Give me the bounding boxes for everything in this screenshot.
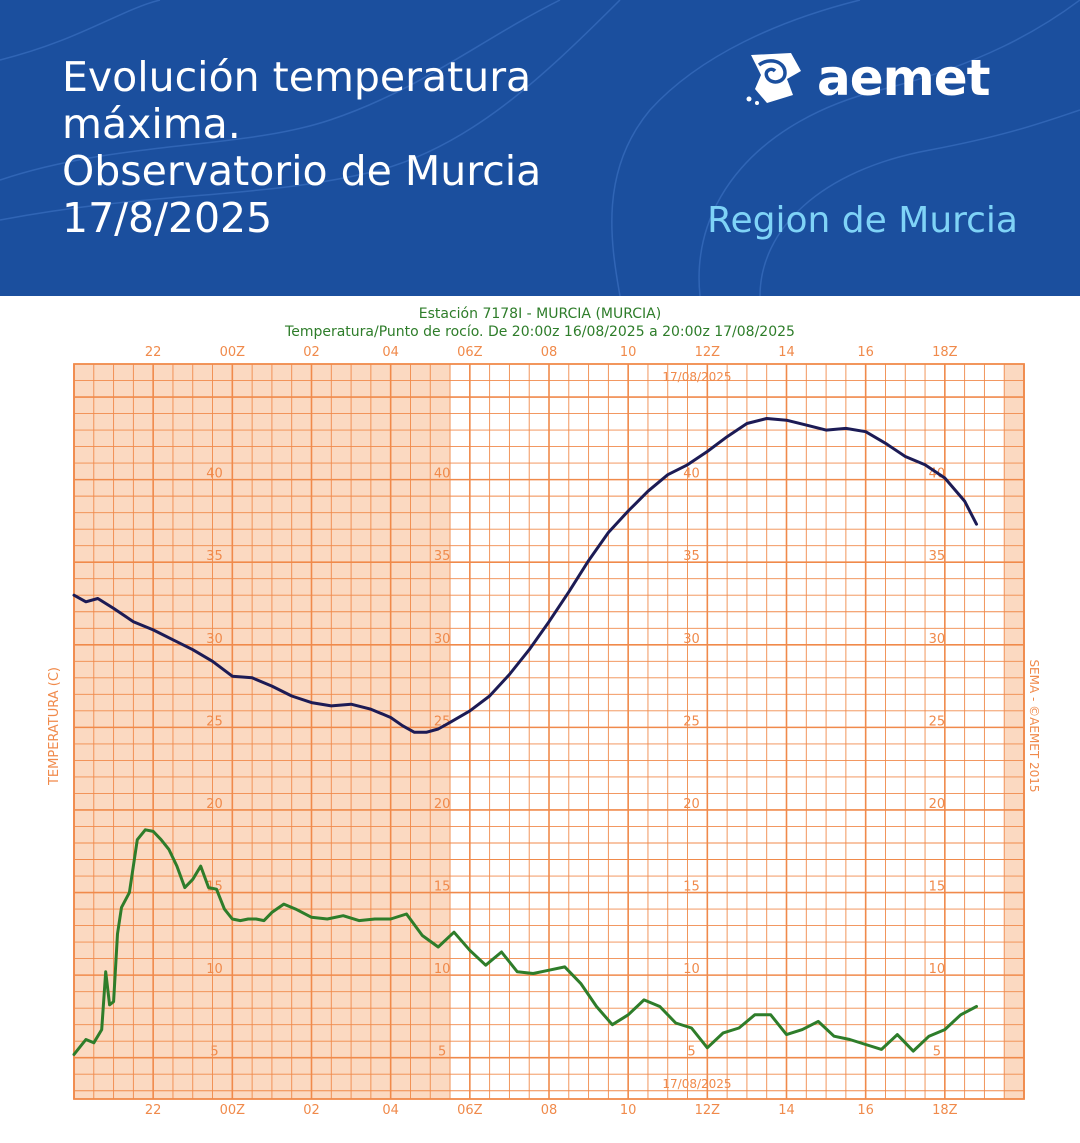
logo-text: aemet (817, 49, 991, 107)
x-tick-label-bottom: 10 (620, 1103, 637, 1118)
y-tick-label: 5 (933, 1045, 941, 1060)
y-tick-label: 15 (929, 880, 946, 895)
y-tick-label: 25 (929, 714, 946, 729)
x-tick-label-bottom: 18Z (932, 1103, 958, 1118)
dewpoint-series-line (72, 828, 978, 1056)
x-tick-label-bottom: 02 (303, 1103, 320, 1118)
x-tick-label-top: 00Z (220, 345, 246, 360)
x-tick-label-top: 10 (620, 345, 637, 360)
x-tick-label-top: 14 (778, 345, 795, 360)
x-tick-label-top: 18Z (932, 345, 958, 360)
y-tick-label: 25 (206, 714, 223, 729)
x-tick-label-bottom: 16 (857, 1103, 874, 1118)
y-tick-label: 15 (683, 880, 700, 895)
x-tick-label-top: 08 (541, 345, 558, 360)
x-tick-label-bottom: 12Z (695, 1103, 721, 1118)
y-tick-label: 30 (929, 632, 946, 647)
title-line-2: máxima. (62, 100, 241, 148)
y-tick-label: 30 (206, 632, 223, 647)
x-tick-label-bottom: 22 (145, 1103, 162, 1118)
chart-title: Estación 7178I - MURCIA (MURCIA) (419, 306, 661, 322)
y-tick-label: 35 (683, 549, 700, 564)
y-tick-label: 20 (929, 797, 946, 812)
x-tick-label-top: 06Z (457, 345, 483, 360)
x-tick-label-top: 22 (145, 345, 162, 360)
y-tick-label: 5 (210, 1045, 218, 1060)
x-tick-label-bottom: 08 (541, 1103, 558, 1118)
axis-tick-labels: 22 22 00Z 00Z 02 02 04 04 06Z 06Z 08 08 10 10 12Z 12Z 14… (145, 345, 958, 1118)
y-tick-label: 30 (434, 632, 451, 647)
y-tick-label: 35 (929, 549, 946, 564)
y-tick-label: 20 (434, 797, 451, 812)
y-tick-label: 40 (206, 467, 223, 482)
night-shade-region (1004, 364, 1024, 1099)
x-tick-label-top: 02 (303, 345, 320, 360)
header-banner: Evolución temperatura máxima. Observator… (0, 0, 1080, 296)
x-tick-label-bottom: 14 (778, 1103, 795, 1118)
y-tick-label: 15 (434, 880, 451, 895)
right-side-label: SEMA - ©AEMET 2015 (1027, 659, 1041, 792)
y-tick-label: 5 (687, 1045, 695, 1060)
temperature-chart: 22 22 00Z 00Z 02 02 04 04 06Z 06Z 08 08 10 10 12Z 12Z 14… (47, 306, 1041, 1118)
title-line-1: Evolución temperatura (62, 53, 532, 101)
temperature-series-line (72, 417, 978, 734)
x-tick-label-bottom: 00Z (220, 1103, 246, 1118)
aemet-logo: aemet (745, 48, 991, 108)
x-tick-label-top: 12Z (695, 345, 721, 360)
chart-series (72, 417, 978, 1056)
y-axis-label: TEMPERATURA (C) (47, 667, 62, 786)
aemet-emblem-icon (746, 53, 801, 105)
y-tick-label: 5 (438, 1045, 446, 1060)
title-line-4: 17/8/2025 (62, 194, 273, 242)
y-tick-label: 20 (683, 797, 700, 812)
y-tick-label: 40 (683, 467, 700, 482)
date-label-bottom: 17/08/2025 (662, 1077, 731, 1091)
decorative-contour-lines (0, 0, 1080, 296)
y-tick-label: 10 (929, 962, 946, 977)
page-title: Evolución temperatura máxima. Observator… (62, 54, 541, 242)
date-label-top: 17/08/2025 (662, 370, 731, 384)
x-tick-label-top: 04 (382, 345, 399, 360)
y-tick-label: 30 (683, 632, 700, 647)
chart-subtitle: Temperatura/Punto de rocío. De 20:00z 16… (284, 324, 795, 340)
y-tick-label: 10 (206, 962, 223, 977)
title-line-3: Observatorio de Murcia (62, 147, 542, 195)
x-tick-label-bottom: 04 (382, 1103, 399, 1118)
y-tick-label: 40 (434, 467, 451, 482)
night-shade-region (74, 364, 451, 1099)
y-tick-label: 25 (683, 714, 700, 729)
y-tick-label: 10 (434, 962, 451, 977)
night-shading (74, 364, 1024, 1099)
chart-grid (73, 363, 1025, 1100)
region-label: Region de Murcia (707, 200, 1018, 241)
y-tick-label: 35 (206, 549, 223, 564)
plot-border (73, 363, 1025, 1100)
y-tick-label: 10 (683, 962, 700, 977)
x-tick-label-top: 16 (857, 345, 874, 360)
x-tick-label-bottom: 06Z (457, 1103, 483, 1118)
y-tick-label: 20 (206, 797, 223, 812)
y-tick-label: 35 (434, 549, 451, 564)
